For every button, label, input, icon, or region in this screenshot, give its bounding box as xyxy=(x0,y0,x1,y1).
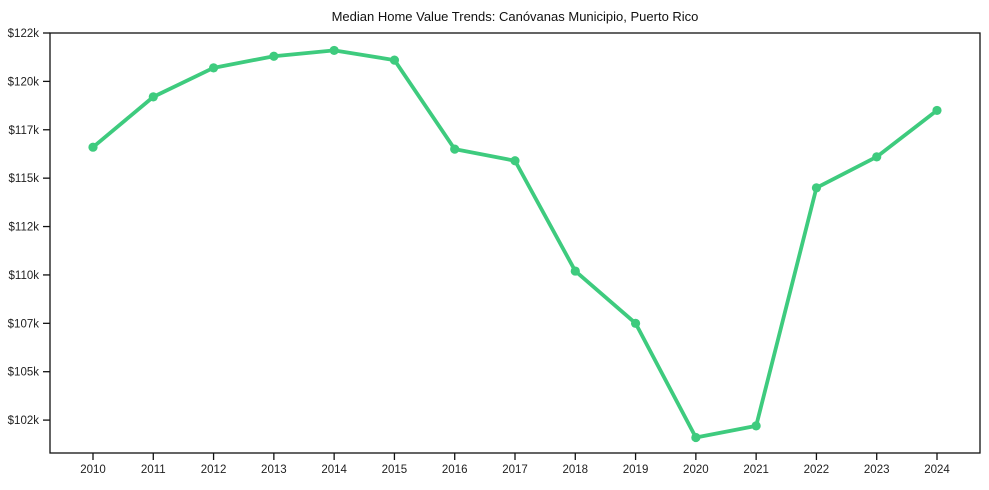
x-tick-label: 2019 xyxy=(623,464,649,476)
x-tick-label: 2021 xyxy=(743,464,769,476)
x-tick-label: 2020 xyxy=(683,464,709,476)
data-point xyxy=(148,92,158,102)
x-tick-label: 2016 xyxy=(442,464,468,476)
x-tick-label: 2011 xyxy=(141,464,166,476)
x-tick-label: 2022 xyxy=(804,464,830,476)
data-point xyxy=(208,63,219,73)
y-tick-label: $117k xyxy=(9,125,40,137)
data-point xyxy=(872,152,882,162)
data-point xyxy=(450,144,460,154)
data-point xyxy=(691,432,701,443)
x-tick-label: 2010 xyxy=(80,464,106,476)
data-point xyxy=(570,266,580,276)
x-tick-label: 2013 xyxy=(261,464,287,476)
x-tick-label: 2015 xyxy=(382,464,408,476)
data-point xyxy=(932,105,942,116)
y-tick-label: $120k xyxy=(8,76,40,88)
data-point xyxy=(811,183,822,193)
x-tick-label: 2018 xyxy=(562,464,588,476)
x-tick-label: 2017 xyxy=(502,464,528,476)
data-point xyxy=(630,318,641,328)
x-tick-label: 2024 xyxy=(924,464,950,476)
plot-border xyxy=(49,32,981,454)
y-tick-label: $112k xyxy=(9,222,40,234)
data-point xyxy=(510,156,520,166)
chart-title: Median Home Value Trends: Canóvanas Muni… xyxy=(332,9,699,24)
data-point xyxy=(329,45,339,56)
data-point xyxy=(88,142,98,152)
x-tick-label: 2012 xyxy=(201,464,227,476)
y-tick-label: $110k xyxy=(9,270,40,282)
data-point xyxy=(269,51,279,61)
x-tick-label: 2014 xyxy=(321,464,347,476)
y-tick-label: $105k xyxy=(8,367,40,379)
x-tick-label: 2023 xyxy=(864,464,890,476)
y-tick-label: $122k xyxy=(8,28,40,40)
y-tick-label: $115k xyxy=(9,173,40,185)
y-tick-label: $107k xyxy=(8,318,40,330)
trend-line xyxy=(91,48,939,440)
plot-area: $102k $105k $107k $110k $112k $115k $117k $120k… xyxy=(8,28,981,476)
data-point xyxy=(751,421,761,431)
data-point xyxy=(389,55,400,65)
y-tick-label: $102k xyxy=(8,415,40,427)
